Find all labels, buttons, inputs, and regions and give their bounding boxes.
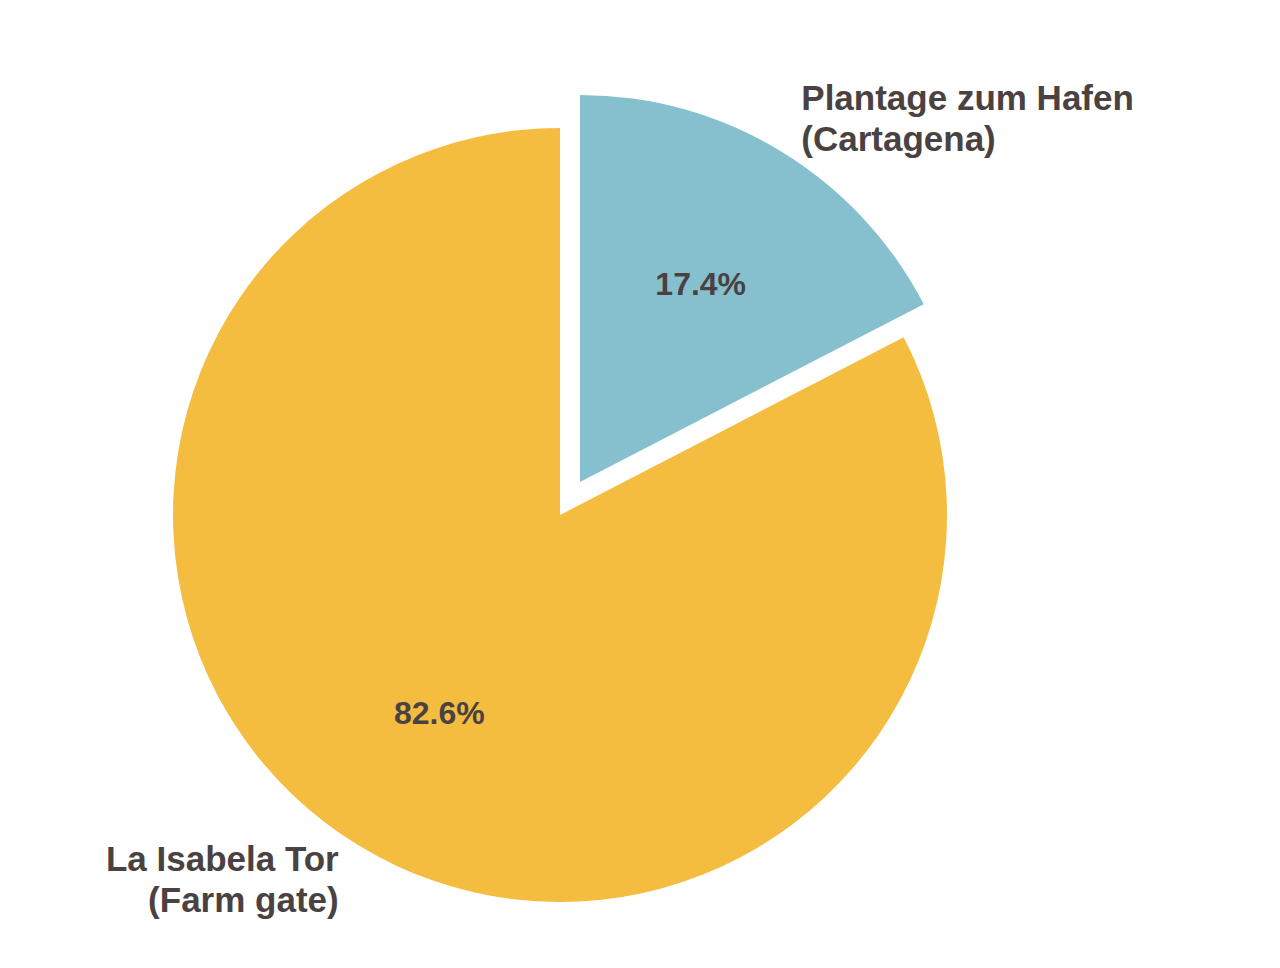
svg-text:La Isabela Tor(Farm gate): La Isabela Tor(Farm gate)	[106, 839, 339, 919]
svg-text:Plantage zum Hafen(Cartagena): Plantage zum Hafen(Cartagena)	[801, 78, 1134, 158]
svg-text:82.6%: 82.6%	[394, 695, 485, 731]
svg-text:17.4%: 17.4%	[655, 266, 746, 302]
